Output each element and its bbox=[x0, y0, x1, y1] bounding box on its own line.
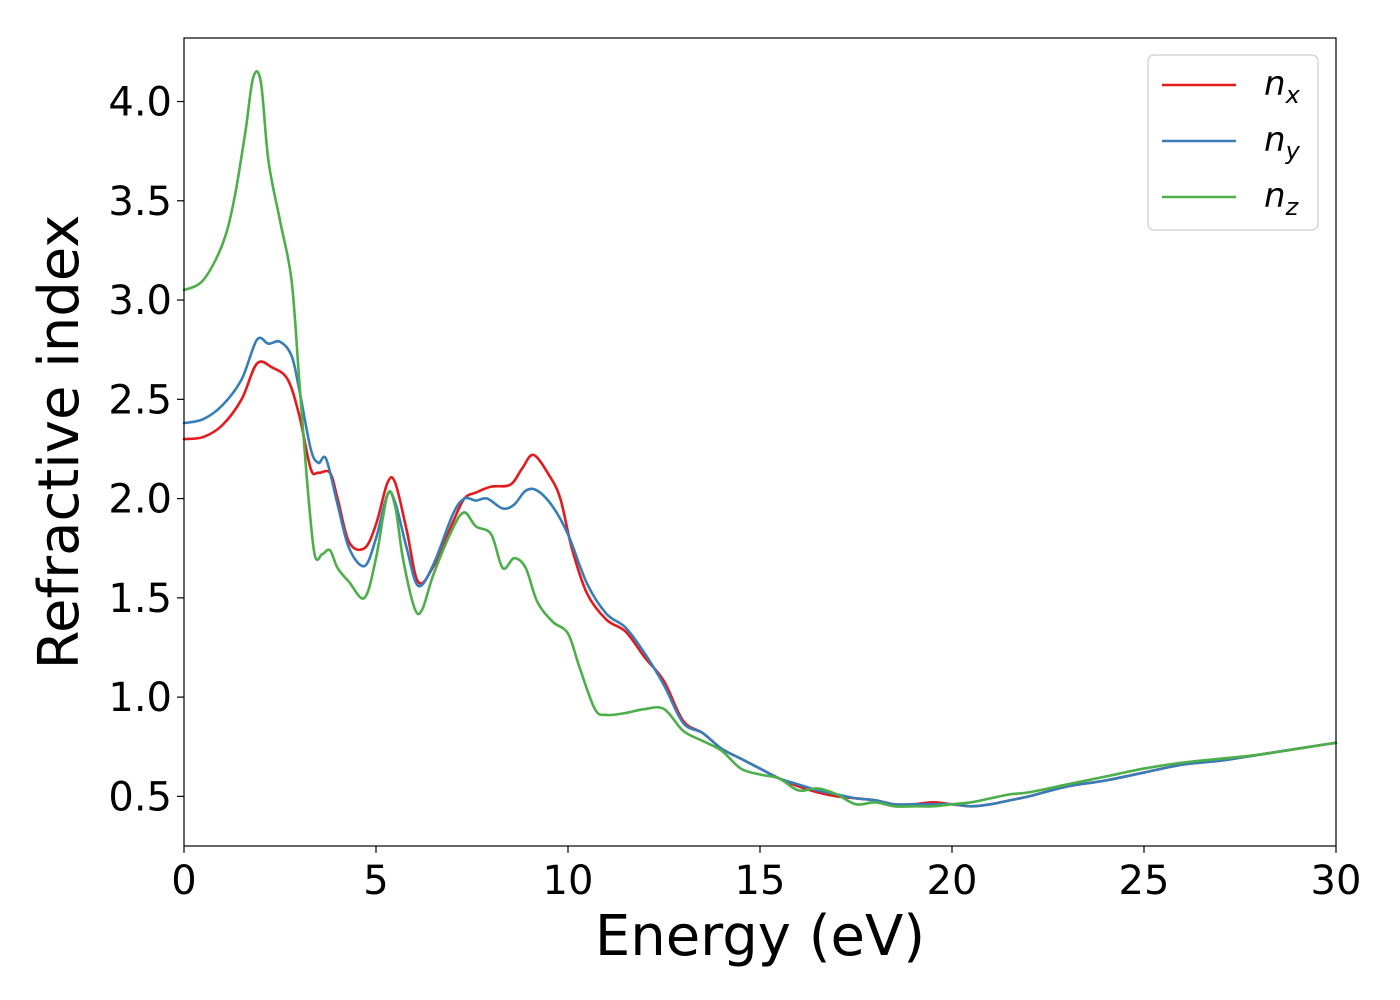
y-tick-label: 2.0 bbox=[108, 477, 172, 523]
x-tick-label: 30 bbox=[1311, 858, 1362, 904]
y-axis-title: Refractive index bbox=[27, 215, 92, 670]
legend-label-ny: ny bbox=[1264, 120, 1301, 165]
legend: nx ny nz bbox=[1147, 54, 1319, 231]
x-tick-label: 10 bbox=[543, 858, 594, 904]
y-tick-label: 2.5 bbox=[108, 377, 172, 423]
x-tick-label: 0 bbox=[171, 858, 196, 904]
x-axis: 0 5 10 15 20 25 30 bbox=[171, 846, 1361, 904]
x-axis-title: Energy (eV) bbox=[595, 904, 925, 969]
x-tick-label: 20 bbox=[927, 858, 978, 904]
x-tick-label: 25 bbox=[1119, 858, 1170, 904]
y-tick-label: 3.0 bbox=[108, 278, 172, 324]
y-tick-label: 1.5 bbox=[108, 576, 172, 622]
legend-box bbox=[1147, 54, 1319, 231]
legend-label-nz: nz bbox=[1264, 176, 1300, 221]
y-tick-label: 1.0 bbox=[108, 675, 172, 721]
legend-label-nx: nx bbox=[1264, 64, 1301, 109]
series-lines bbox=[182, 70, 1338, 808]
y-tick-label: 0.5 bbox=[108, 774, 172, 820]
plot-background bbox=[184, 38, 1336, 846]
series-line-ny bbox=[182, 336, 1338, 808]
y-tick-label: 3.5 bbox=[108, 179, 172, 225]
x-tick-label: 15 bbox=[735, 858, 786, 904]
series-line-nz bbox=[182, 70, 1338, 808]
y-axis: 0.5 1.0 1.5 2.0 2.5 3.0 3.5 4.0 bbox=[108, 80, 184, 820]
x-tick-label: 5 bbox=[363, 858, 388, 904]
y-tick-label: 4.0 bbox=[108, 80, 172, 126]
